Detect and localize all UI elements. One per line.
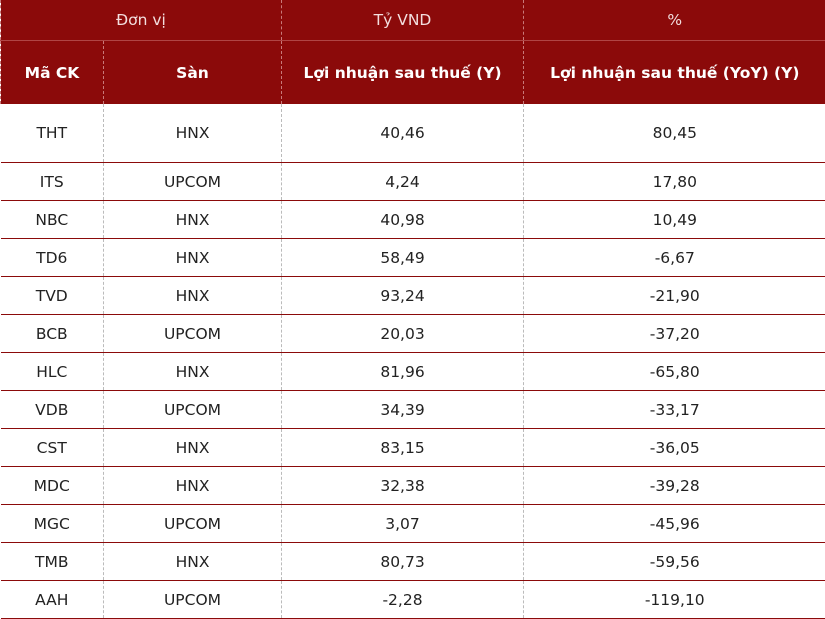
data-cell: -33,17 (523, 390, 825, 429)
data-cell: ITS (0, 162, 104, 201)
data-cell: -2,28 (281, 580, 524, 619)
data-cell: MGC (0, 504, 104, 543)
header-cell: Sàn (102, 40, 282, 104)
data-cell: TD6 (0, 238, 104, 277)
data-row: TMB HNX 80,73 -59,56 (0, 542, 825, 581)
data-cell: UPCOM (102, 580, 282, 619)
data-cell: HNX (102, 428, 282, 467)
data-cell: UPCOM (102, 504, 282, 543)
data-cell: 10,49 (523, 200, 825, 239)
data-row: NBC HNX 40,98 10,49 (0, 200, 825, 239)
data-cell: -59,56 (523, 542, 825, 581)
data-cell: UPCOM (102, 390, 282, 429)
data-cell: HLC (0, 352, 104, 391)
data-cell: TMB (0, 542, 104, 581)
data-cell: -39,28 (523, 466, 825, 505)
header-cell: Mã CK (0, 40, 104, 104)
data-cell: 81,96 (281, 352, 524, 391)
data-row: TD6 HNX 58,49 -6,67 (0, 238, 825, 277)
data-cell: MDC (0, 466, 104, 505)
data-cell: HNX (102, 104, 282, 163)
data-row: HLC HNX 81,96 -65,80 (0, 352, 825, 391)
data-row: BCB UPCOM 20,03 -37,20 (0, 314, 825, 353)
header-row: Mã CK Sàn Lợi nhuận sau thuế (Y) Lợi nhuận … (0, 40, 825, 104)
data-cell: TVD (0, 276, 104, 315)
data-cell: -6,67 (523, 238, 825, 277)
data-cell: VDB (0, 390, 104, 429)
data-cell: HNX (102, 276, 282, 315)
data-cell: 58,49 (281, 238, 524, 277)
data-row: MGC UPCOM 3,07 -45,96 (0, 504, 825, 543)
data-cell: -119,10 (523, 580, 825, 619)
data-row: MDC HNX 32,38 -39,28 (0, 466, 825, 505)
header-cell: Lợi nhuận sau thuế (YoY) (Y) (523, 40, 825, 104)
unit-cell: Tỷ VND (281, 0, 524, 41)
data-cell: THT (0, 104, 104, 163)
data-cell: 32,38 (281, 466, 524, 505)
data-row: TVD HNX 93,24 -21,90 (0, 276, 825, 315)
data-cell: HNX (102, 352, 282, 391)
data-cell: HNX (102, 200, 282, 239)
data-cell: HNX (102, 542, 282, 581)
data-cell: 3,07 (281, 504, 524, 543)
data-cell: 20,03 (281, 314, 524, 353)
data-cell: AAH (0, 580, 104, 619)
data-row: VDB UPCOM 34,39 -33,17 (0, 390, 825, 429)
data-cell: 17,80 (523, 162, 825, 201)
data-cell: 83,15 (281, 428, 524, 467)
data-cell: HNX (102, 466, 282, 505)
data-cell: -45,96 (523, 504, 825, 543)
data-cell: CST (0, 428, 104, 467)
data-row: AAH UPCOM -2,28 -119,10 (0, 580, 825, 619)
data-cell: 93,24 (281, 276, 524, 315)
data-cell: 80,73 (281, 542, 524, 581)
data-cell: 40,98 (281, 200, 524, 239)
data-cell: -21,90 (523, 276, 825, 315)
data-cell: NBC (0, 200, 104, 239)
data-row: THT HNX 40,46 80,45 (0, 104, 825, 163)
data-row: ITS UPCOM 4,24 17,80 (0, 162, 825, 201)
data-cell: -65,80 (523, 352, 825, 391)
data-cell: 80,45 (523, 104, 825, 163)
data-cell: BCB (0, 314, 104, 353)
unit-row: Đơn vị Tỷ VND % (0, 0, 825, 41)
data-cell: 40,46 (281, 104, 524, 163)
data-cell: -36,05 (523, 428, 825, 467)
data-cell: -37,20 (523, 314, 825, 353)
header-cell: Lợi nhuận sau thuế (Y) (281, 40, 524, 104)
data-cell: 34,39 (281, 390, 524, 429)
data-cell: UPCOM (102, 314, 282, 353)
data-cell: 4,24 (281, 162, 524, 201)
data-cell: HNX (102, 238, 282, 277)
data-cell: UPCOM (102, 162, 282, 201)
unit-cell: % (523, 0, 825, 41)
data-row: CST HNX 83,15 -36,05 (0, 428, 825, 467)
unit-cell: Đơn vị (0, 0, 282, 41)
